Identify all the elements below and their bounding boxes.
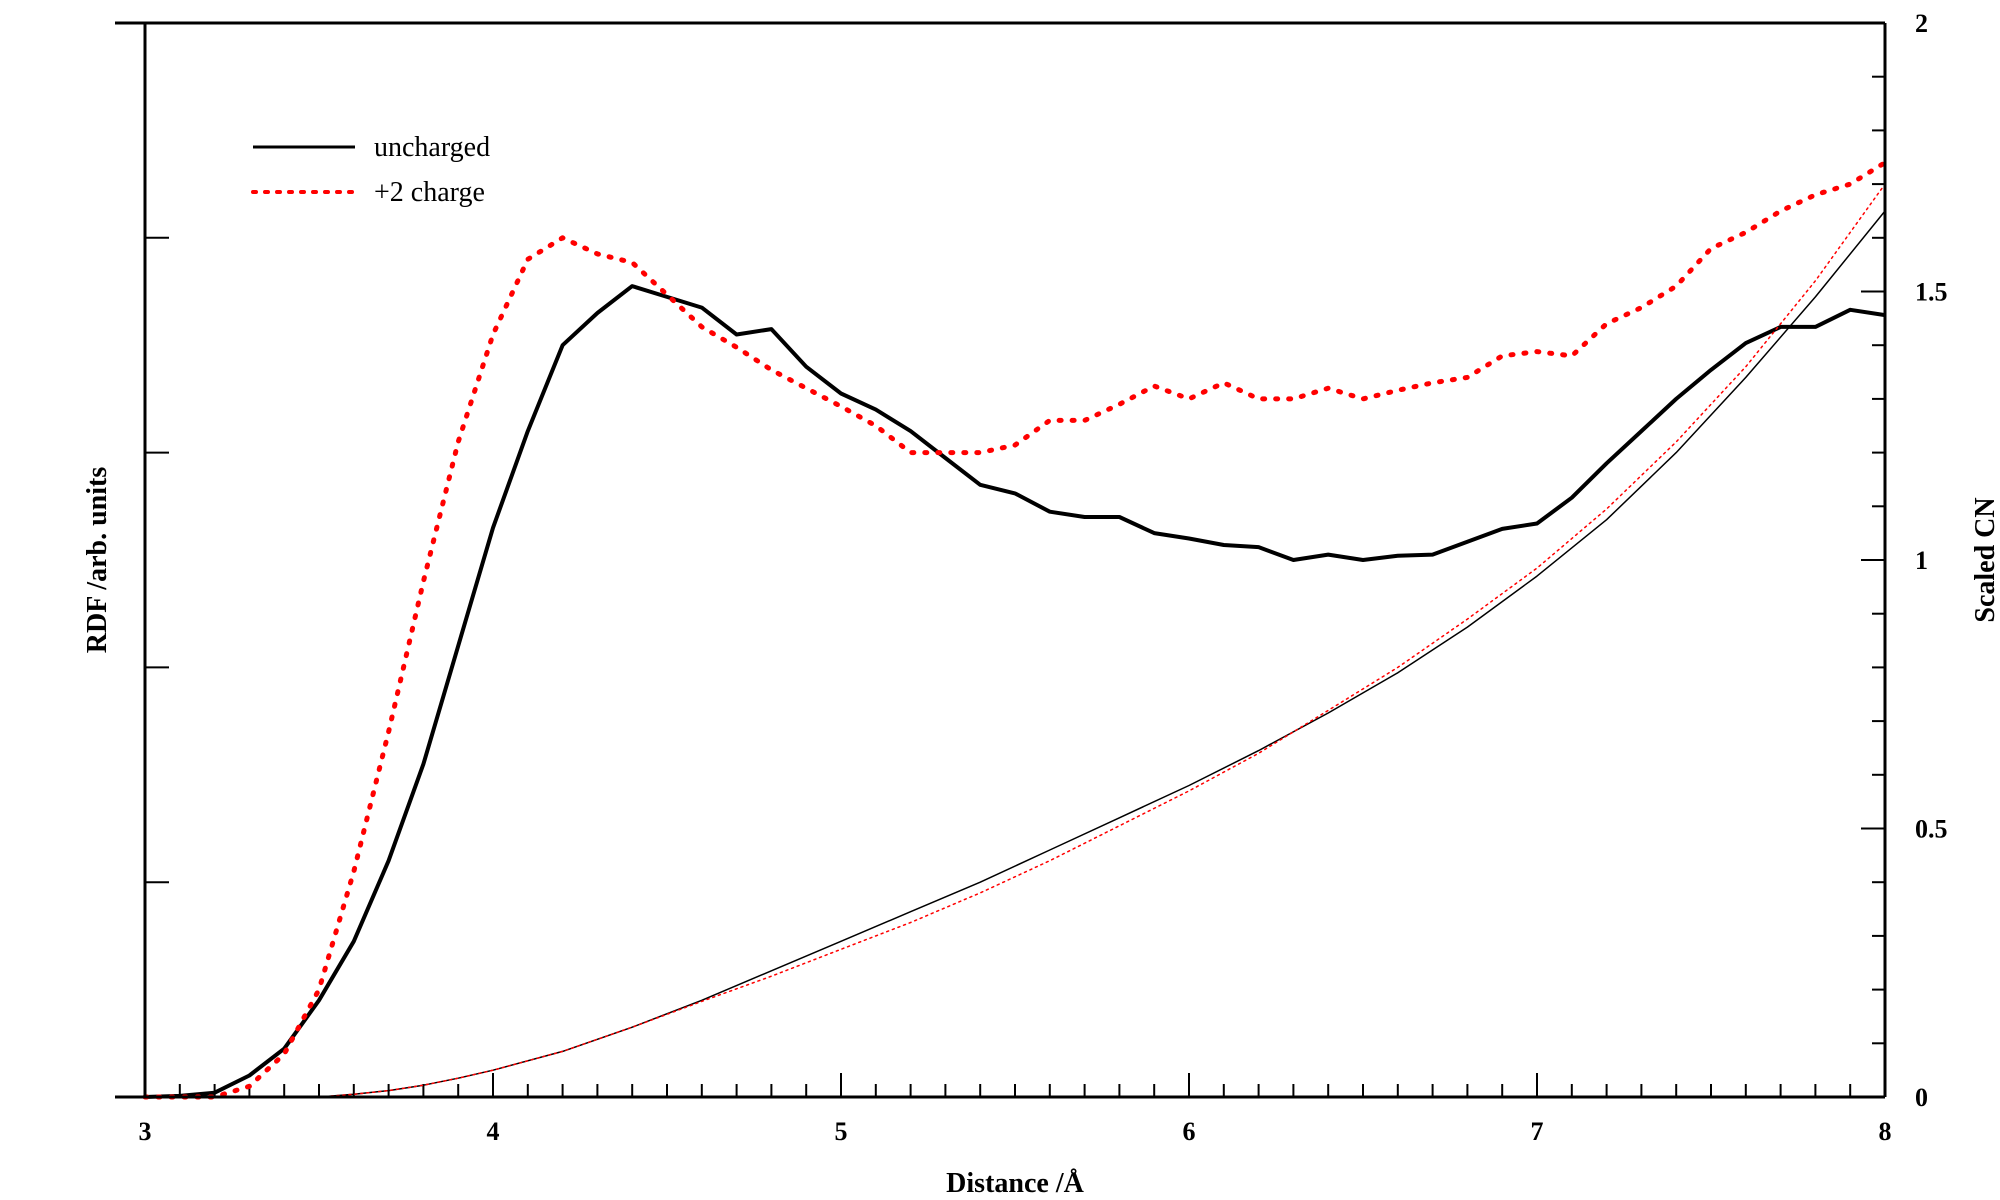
legend-label-charged: +2 charge [374, 177, 485, 208]
left-axis-ticks [145, 22, 169, 1098]
x-axis-title: Distance /Å [946, 1168, 1084, 1199]
right-axis-ticks: 0 0.5 1 1.5 2 [1861, 9, 1948, 1112]
series-line-2-charge [142, 160, 1888, 1100]
right-tick-label: 0 [1915, 1083, 1928, 1112]
right-tick-label: 1.5 [1915, 278, 1948, 307]
y-axis-left-title: RDF /arb. units [82, 467, 113, 654]
right-tick-label: 2 [1915, 9, 1928, 38]
right-tick-label: 0.5 [1915, 815, 1948, 844]
y-axis-right-title: Scaled CN [1970, 497, 2000, 622]
x-tick-label: 7 [1531, 1117, 1544, 1146]
x-tick-label: 4 [487, 1117, 500, 1146]
x-tick-label: 6 [1183, 1117, 1196, 1146]
series-line-uncharged [144, 284, 1886, 1099]
series-line-2-charge-cn [318, 183, 1886, 1098]
x-tick-label: 5 [835, 1117, 848, 1146]
x-tick-label: 8 [1879, 1117, 1892, 1146]
legend-label-uncharged: uncharged [374, 132, 490, 163]
x-tick-label: 3 [139, 1117, 152, 1146]
legend: uncharged +2 charge [251, 132, 490, 208]
x-axis-ticks: 3 4 5 6 7 8 [139, 1073, 1892, 1146]
series-layer [142, 160, 1888, 1100]
right-tick-label: 1 [1915, 546, 1928, 575]
series-line-uncharged-cn [318, 210, 1886, 1098]
